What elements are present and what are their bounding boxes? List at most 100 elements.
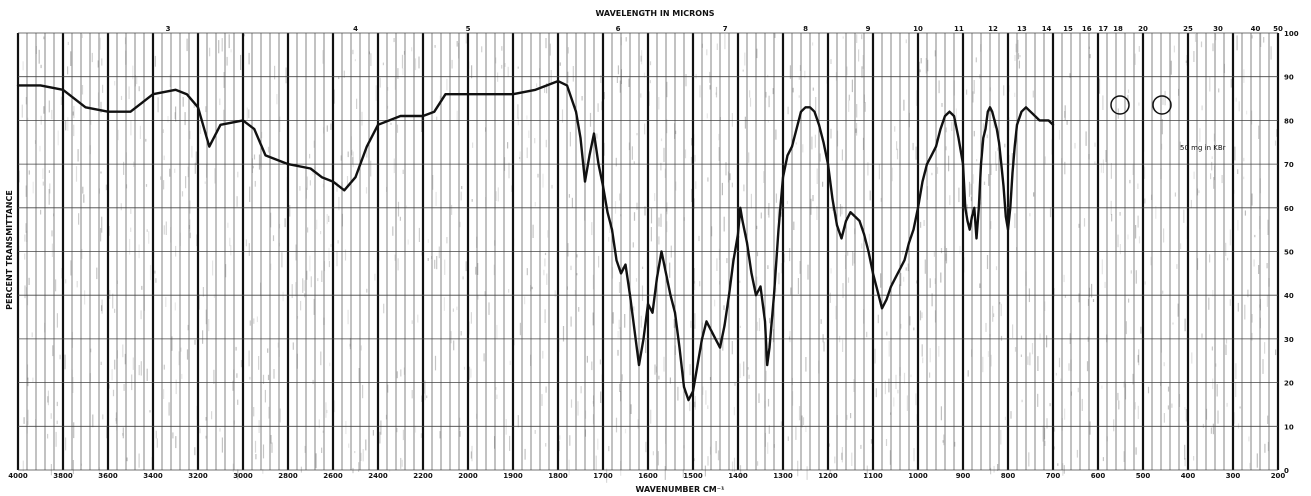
data-point [944, 115, 946, 117]
background-noise [701, 322, 703, 332]
background-noise [758, 393, 760, 403]
x-tick-label: 900 [956, 472, 971, 480]
background-noise [124, 353, 126, 365]
background-noise [92, 414, 94, 428]
background-noise [129, 238, 131, 255]
data-point [953, 115, 955, 117]
background-noise [1212, 43, 1214, 52]
background-noise [365, 439, 367, 451]
data-point [890, 285, 892, 288]
background-noise [1184, 318, 1186, 332]
background-noise [194, 162, 196, 174]
background-noise [211, 411, 213, 420]
background-noise [715, 441, 717, 454]
background-noise [67, 117, 69, 131]
background-noise [223, 72, 225, 88]
background-noise [145, 184, 148, 187]
background-noise [154, 55, 156, 67]
background-noise [707, 177, 709, 182]
background-noise [598, 255, 600, 268]
background-noise [312, 379, 314, 385]
background-noise [213, 369, 215, 384]
data-point [1005, 215, 1007, 218]
background-noise [459, 221, 461, 228]
background-noise [633, 212, 636, 221]
background-noise [927, 59, 929, 72]
background-noise [1260, 33, 1262, 47]
background-noise [1017, 53, 1020, 60]
background-noise [90, 348, 92, 353]
data-point [728, 294, 730, 296]
background-noise [47, 390, 49, 406]
background-noise [1209, 77, 1211, 92]
data-point [1043, 119, 1045, 121]
background-noise [578, 307, 580, 312]
background-noise [571, 197, 573, 208]
background-noise [897, 389, 899, 394]
background-noise [797, 278, 799, 294]
background-noise [561, 109, 564, 123]
background-noise [992, 305, 994, 322]
background-noise [508, 162, 510, 179]
background-noise [328, 247, 330, 261]
background-noise [995, 164, 997, 171]
background-noise [524, 448, 526, 460]
background-noise [973, 130, 975, 137]
data-point [867, 250, 870, 253]
background-noise [501, 64, 503, 69]
background-noise [67, 41, 69, 45]
background-noise [1258, 265, 1260, 274]
background-noise [603, 142, 605, 156]
background-noise [245, 239, 247, 247]
background-noise [165, 296, 167, 307]
background-noise [382, 62, 384, 66]
data-point [620, 272, 622, 274]
background-noise [637, 419, 639, 429]
background-noise [1003, 85, 1005, 96]
background-noise [775, 193, 777, 203]
data-point [894, 277, 897, 279]
background-noise [1137, 354, 1139, 363]
background-noise [307, 227, 309, 233]
background-noise [451, 59, 453, 69]
background-noise [28, 277, 30, 285]
data-point [764, 320, 766, 322]
background-noise [707, 405, 709, 409]
background-noise [690, 156, 693, 164]
background-noise [202, 330, 204, 344]
background-noise [65, 279, 67, 284]
background-noise [633, 161, 635, 165]
background-noise [519, 151, 521, 162]
background-noise [695, 73, 697, 79]
background-noise [967, 370, 969, 377]
background-noise [822, 334, 824, 343]
top-tick-label: 14 [1042, 25, 1052, 33]
background-noise [942, 440, 944, 443]
background-noise [631, 146, 633, 160]
background-noise [660, 138, 663, 142]
background-noise [993, 465, 995, 473]
top-tick-label: 6 [616, 25, 621, 33]
background-noise [660, 162, 662, 171]
background-noise [1163, 362, 1165, 367]
background-noise [972, 174, 975, 184]
data-point [917, 207, 919, 209]
background-noise [40, 209, 42, 215]
background-noise [205, 417, 207, 421]
background-noise [189, 219, 191, 232]
x-tick-label: 2000 [458, 472, 478, 480]
background-noise [543, 269, 545, 276]
background-noise [1039, 333, 1041, 340]
background-noise [361, 111, 363, 126]
background-noise [519, 157, 521, 159]
background-noise [130, 227, 132, 232]
background-noise [380, 420, 382, 435]
background-noise [810, 198, 812, 215]
background-noise [526, 268, 528, 276]
background-noise [24, 253, 26, 260]
background-noise [184, 112, 186, 126]
background-noise [606, 468, 608, 483]
background-noise [1248, 436, 1250, 442]
background-noise [187, 166, 189, 178]
